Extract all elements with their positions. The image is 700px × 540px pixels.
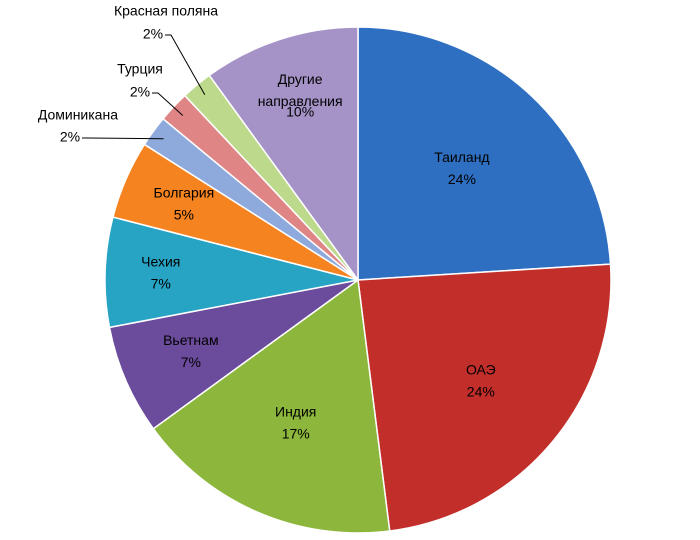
- slice-label: Красная поляна: [114, 3, 218, 19]
- pie-slice: [108, 279, 359, 430]
- slice-label: Индия: [275, 404, 316, 420]
- pie-slice: [357, 263, 612, 532]
- slice-label: Доминикана: [38, 107, 118, 123]
- slice-value-label: 24%: [448, 171, 476, 187]
- pie-slice: [208, 26, 359, 283]
- pie-slice: [152, 278, 391, 534]
- slice-label: ОАЭ: [466, 361, 496, 377]
- leader-line: [82, 137, 164, 140]
- slice-value-label: 5%: [174, 206, 194, 222]
- slice-label: Другие направления: [258, 71, 343, 109]
- leader-line: [165, 34, 206, 96]
- slice-value-label: 24%: [467, 383, 495, 399]
- slice-value-label: 7%: [181, 354, 201, 370]
- slice-label: Таиланд: [434, 149, 489, 165]
- leader-line: [152, 92, 184, 116]
- slice-value-label: 10%: [286, 104, 314, 120]
- pie-slice: [104, 216, 359, 329]
- slice-value-label: 2%: [143, 26, 163, 42]
- slice-value-label: 2%: [60, 129, 80, 145]
- slice-label: Болгария: [154, 184, 215, 200]
- pie-slice: [357, 26, 612, 281]
- slice-value-label: 7%: [151, 276, 171, 292]
- slice-value-label: 2%: [130, 84, 150, 100]
- slice-label: Вьетнам: [163, 332, 219, 348]
- slice-value-label: 17%: [282, 426, 310, 442]
- slice-label: Турция: [117, 61, 163, 77]
- slice-label: Чехия: [141, 254, 180, 270]
